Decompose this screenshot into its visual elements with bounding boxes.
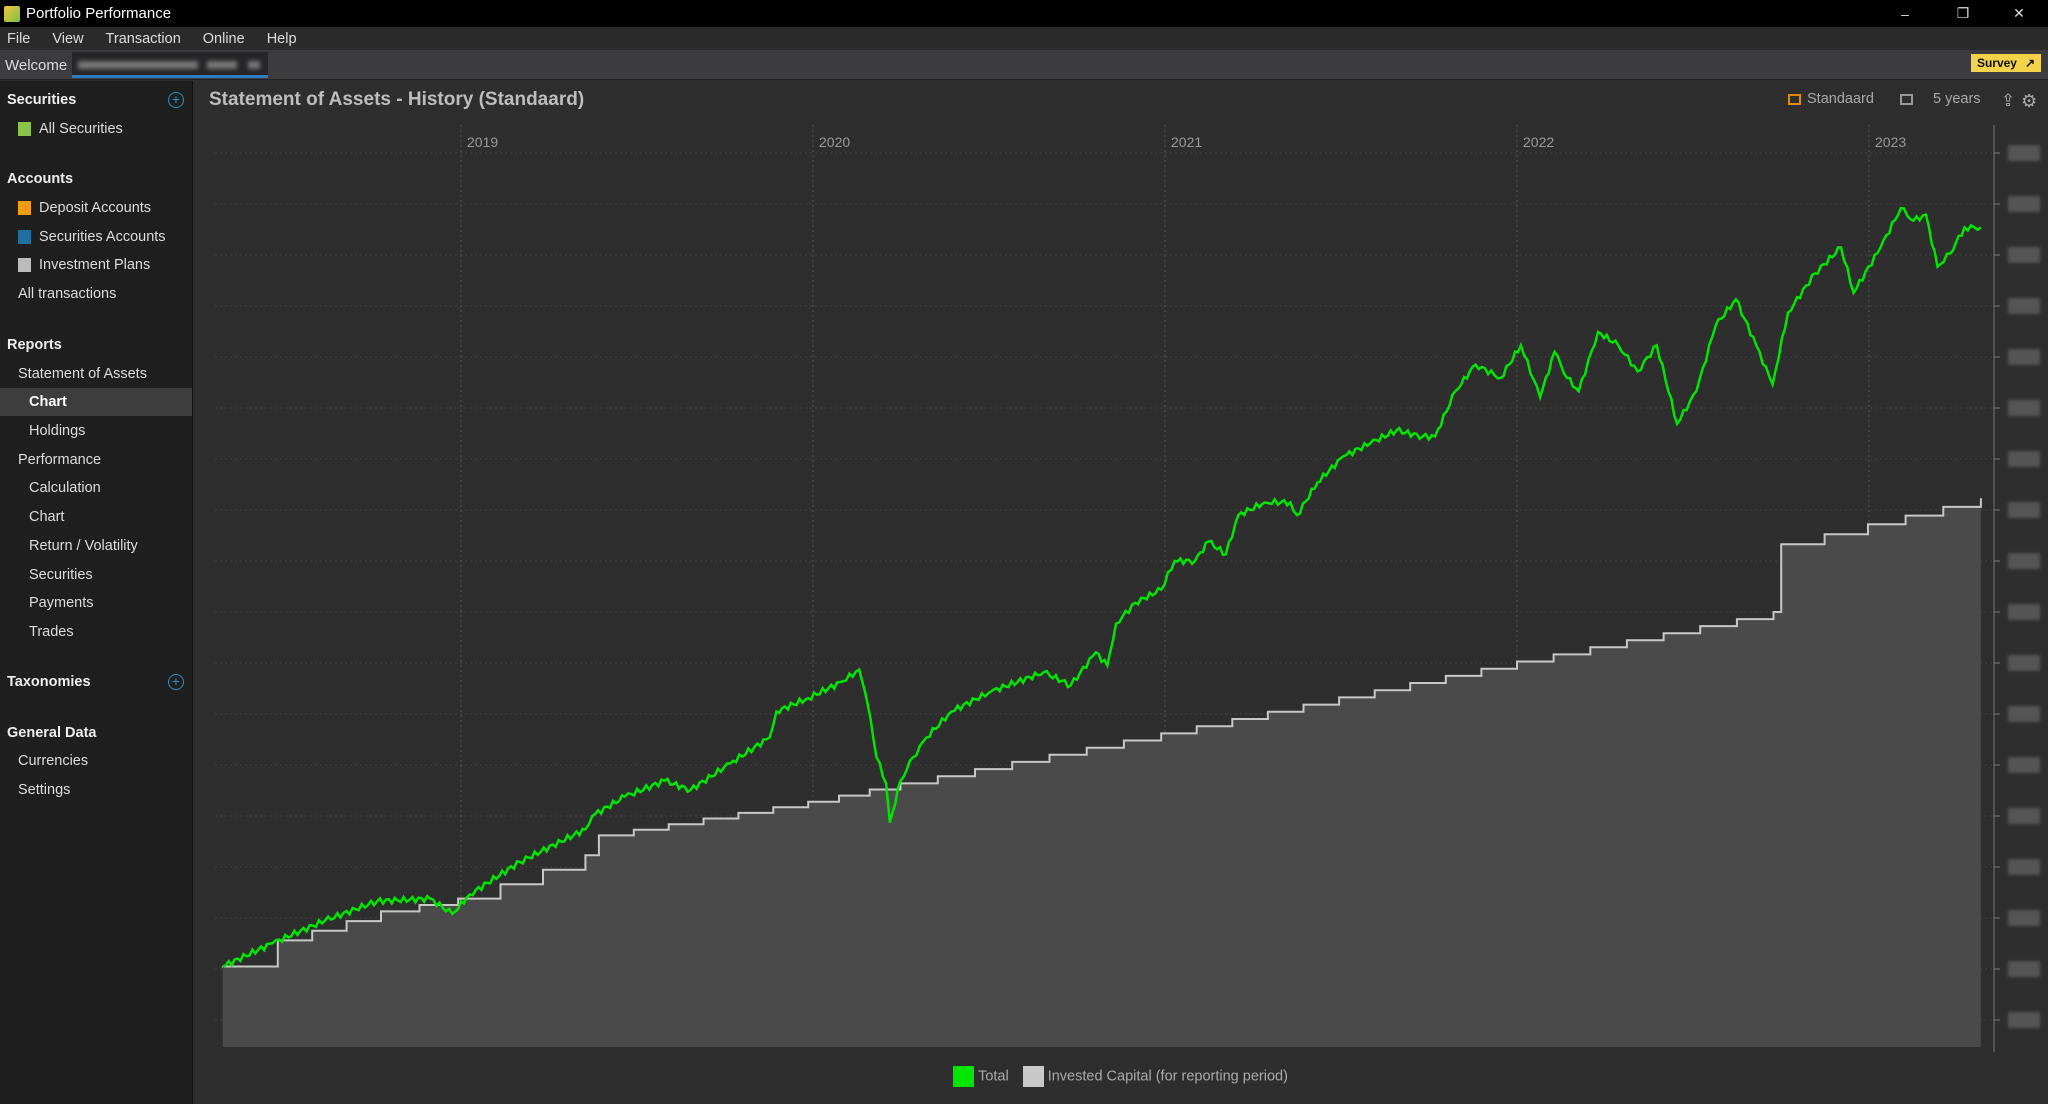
view-label: Standaard: [1807, 91, 1874, 107]
main-panel: Statement of Assets - History (Standaard…: [193, 81, 2048, 1104]
sidebar-item-all-transactions[interactable]: All transactions: [18, 286, 117, 302]
y-tick-label-blurred: [2008, 349, 2040, 365]
sidebar-item-assets-chart[interactable]: Chart: [0, 388, 192, 416]
x-tick-label: 2023: [1875, 134, 1906, 150]
investment-plan-icon: [18, 258, 31, 272]
view-selector[interactable]: Standaard: [1788, 91, 1874, 107]
y-tick-label-blurred: [2008, 655, 2040, 671]
sidebar-header-general-data: General Data: [7, 725, 97, 741]
restore-button[interactable]: ❐: [1956, 5, 1970, 21]
chart: 2019 2020 2021 2022 2023: [215, 125, 2040, 1052]
calendar-icon: [1900, 93, 1913, 105]
page-title: Statement of Assets - History (Standaard…: [209, 89, 585, 110]
sidebar-item-securities-perf[interactable]: Securities: [29, 567, 93, 583]
sidebar-item-currencies[interactable]: Currencies: [18, 753, 89, 769]
sidebar-item-return-volatility[interactable]: Return / Volatility: [29, 538, 138, 554]
sidebar-item-all-securities[interactable]: All Securities: [0, 115, 192, 143]
label: Securities Accounts: [39, 229, 166, 245]
y-tick-label-blurred: [2008, 910, 2040, 926]
legend-label: Total: [978, 1068, 1009, 1085]
menu-view[interactable]: View: [52, 30, 84, 47]
label: All Securities: [39, 121, 123, 137]
securities-account-icon: [18, 230, 31, 244]
total-line: [222, 206, 1982, 968]
legend-invested-capital[interactable]: Invested Capital (for reporting period): [1022, 1066, 1288, 1087]
sidebar-item-performance-chart[interactable]: Chart: [29, 509, 65, 525]
menu-bar: File View Transaction Online Help: [0, 27, 2048, 50]
y-tick-label-blurred: [2008, 451, 2040, 467]
invested-capital-line: [221, 498, 1982, 968]
survey-label: Survey: [1976, 56, 2017, 70]
legend-total[interactable]: Total: [953, 1066, 1009, 1087]
sidebar-item-statement-of-assets[interactable]: Statement of Assets: [18, 366, 147, 382]
y-tick-label-blurred: [2008, 553, 2040, 569]
tab-portfolio-file[interactable]: [72, 52, 268, 78]
x-tick-label: 2019: [467, 134, 498, 150]
export-icon[interactable]: ⇪: [2001, 91, 2016, 110]
menu-file[interactable]: File: [7, 30, 31, 47]
window-title: Portfolio Performance: [26, 5, 172, 22]
y-tick-label-blurred: [2008, 706, 2040, 722]
y-tick-label-blurred: [2008, 502, 2040, 518]
add-taxonomy-icon[interactable]: +: [168, 674, 184, 690]
x-tick-label: 2021: [1171, 134, 1202, 150]
sidebar-item-calculation[interactable]: Calculation: [29, 480, 101, 496]
y-tick-label-blurred: [2008, 1012, 2040, 1028]
invested-capital-area: [222, 498, 1981, 1047]
sidebar-item-payments[interactable]: Payments: [29, 595, 94, 611]
y-tick-label-blurred: [2008, 145, 2040, 161]
app-logo-icon: [4, 5, 20, 22]
y-tick-label-blurred: [2008, 961, 2040, 977]
sidebar-item-investment-plans[interactable]: Investment Plans: [0, 251, 192, 279]
period-selector[interactable]: 5 years: [1900, 91, 1981, 107]
y-tick-label-blurred: [2008, 757, 2040, 773]
view-icon: [1788, 93, 1801, 105]
legend-swatch: [953, 1066, 975, 1087]
sidebar-header-reports: Reports: [7, 337, 62, 353]
sidebar-item-holdings[interactable]: Holdings: [29, 423, 86, 439]
y-tick-label-blurred: [2008, 604, 2040, 620]
menu-help[interactable]: Help: [266, 30, 297, 47]
sidebar-item-performance[interactable]: Performance: [18, 452, 102, 468]
y-tick-label-blurred: [2008, 196, 2040, 212]
sidebar-item-deposit-accounts[interactable]: Deposit Accounts: [0, 194, 192, 222]
sidebar-item-settings[interactable]: Settings: [18, 782, 71, 798]
legend-swatch: [1022, 1066, 1044, 1087]
y-tick-label-blurred: [2008, 400, 2040, 416]
title-bar: Portfolio Performance – ❐ ✕: [0, 0, 2048, 27]
gear-icon[interactable]: ⚙: [2021, 91, 2038, 111]
sidebar-header-securities: Securities: [7, 92, 77, 108]
y-tick-label-blurred: [2008, 298, 2040, 314]
sidebar-item-trades[interactable]: Trades: [29, 624, 74, 640]
y-tick-label-blurred: [2008, 247, 2040, 263]
sidebar-header-taxonomies: Taxonomies: [7, 674, 91, 690]
sidebar: Securities + All Securities Accounts Dep…: [0, 81, 193, 1104]
survey-button[interactable]: Survey ↗: [1971, 54, 2041, 72]
label: Investment Plans: [39, 257, 151, 273]
sidebar-item-securities-accounts[interactable]: Securities Accounts: [0, 223, 192, 251]
label: Deposit Accounts: [39, 200, 152, 216]
x-tick-label: 2022: [1523, 134, 1554, 150]
chart-legend: Total Invested Capital (for reporting pe…: [193, 1066, 2048, 1087]
file-icon: [18, 122, 31, 136]
tab-bar: Welcome: [0, 50, 2048, 80]
y-tick-label-blurred: [2008, 859, 2040, 875]
add-security-icon[interactable]: +: [168, 92, 184, 108]
minimize-button[interactable]: –: [1901, 5, 1909, 22]
tab-welcome[interactable]: Welcome: [5, 57, 68, 74]
period-label: 5 years: [1933, 91, 1981, 107]
menu-online[interactable]: Online: [202, 30, 245, 47]
x-tick-label: 2020: [819, 134, 850, 150]
y-tick-label-blurred: [2008, 808, 2040, 824]
external-link-icon: ↗: [2024, 56, 2036, 70]
menu-transaction[interactable]: Transaction: [105, 30, 181, 47]
close-button[interactable]: ✕: [2013, 5, 2025, 21]
deposit-account-icon: [18, 201, 31, 215]
sidebar-header-accounts: Accounts: [7, 171, 74, 187]
legend-label: Invested Capital (for reporting period): [1047, 1068, 1288, 1085]
